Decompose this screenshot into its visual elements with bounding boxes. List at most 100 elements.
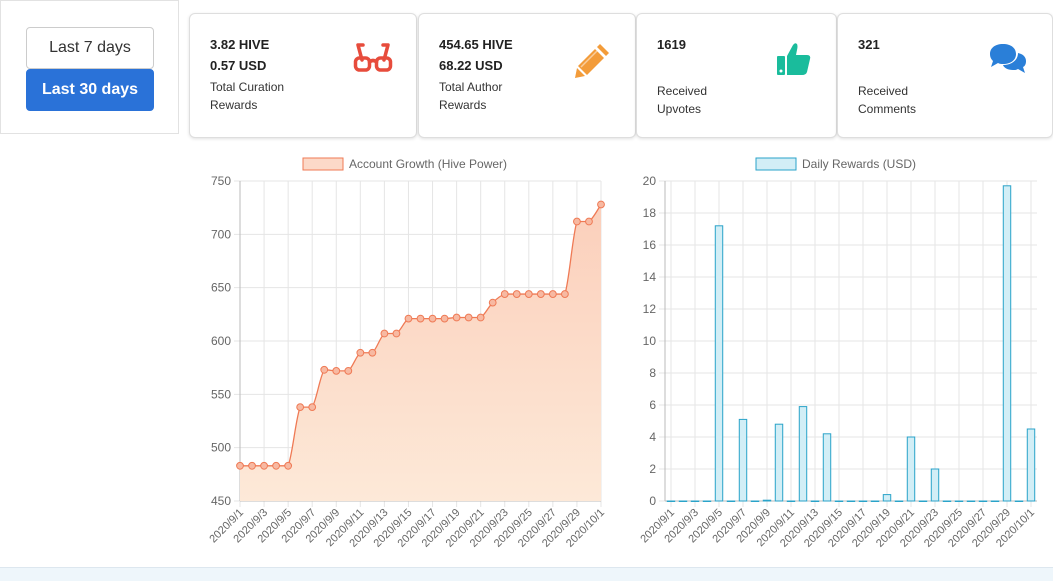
comments-label-line1: Received <box>858 84 909 98</box>
y-tick-label: 16 <box>643 238 657 252</box>
curation-usd-value: 0.57 USD <box>210 58 267 73</box>
y-tick-label: 14 <box>643 270 657 284</box>
y-tick-label: 20 <box>643 174 657 188</box>
thumbs-up-icon <box>776 41 812 82</box>
author-hive-value: 454.65 HIVE <box>439 37 513 52</box>
author-rewards-card: 454.65 HIVE 68.22 USD Total Author Rewar… <box>418 13 636 138</box>
data-point <box>416 314 425 323</box>
data-point <box>597 200 605 209</box>
bar <box>870 500 880 502</box>
data-point <box>428 314 437 323</box>
y-tick-label: 500 <box>211 441 231 455</box>
upvotes-label-line2: Upvotes <box>657 102 702 116</box>
upvotes-value: 1619 <box>657 37 686 52</box>
bar <box>726 500 736 502</box>
period-selector: Last 7 days Last 30 days <box>0 0 179 134</box>
area-fill <box>240 204 601 501</box>
legend-swatch <box>755 157 797 171</box>
bar <box>906 436 916 502</box>
bar <box>690 500 700 502</box>
y-tick-label: 750 <box>211 174 231 188</box>
data-point <box>464 313 473 322</box>
bar <box>966 500 976 502</box>
bar <box>1026 428 1036 502</box>
data-point <box>500 290 509 298</box>
glasses-icon <box>353 42 393 79</box>
curation-label-line1: Total Curation <box>210 80 285 94</box>
y-tick-label: 2 <box>649 462 656 476</box>
data-point <box>561 290 569 298</box>
y-tick-label: 700 <box>211 227 231 241</box>
data-point <box>308 403 317 412</box>
y-tick-label: 18 <box>643 206 657 220</box>
data-point <box>392 329 401 338</box>
bar <box>786 500 796 502</box>
data-point <box>296 403 305 412</box>
data-point <box>260 461 268 470</box>
bar <box>702 500 712 502</box>
data-point <box>573 217 581 226</box>
data-point <box>344 366 353 375</box>
bar <box>978 500 988 502</box>
bar <box>834 500 844 502</box>
bar <box>930 468 940 502</box>
bar <box>942 500 952 502</box>
y-tick-label: 650 <box>211 281 231 295</box>
y-tick-label: 4 <box>649 430 656 444</box>
bar <box>918 500 928 502</box>
data-point <box>488 298 497 307</box>
bar <box>1002 185 1012 502</box>
bar <box>798 406 808 502</box>
bar <box>858 500 868 502</box>
footer-strip <box>0 567 1053 581</box>
data-point <box>380 329 389 338</box>
last-30-days-button[interactable]: Last 30 days <box>26 69 154 111</box>
data-point <box>536 290 545 298</box>
curation-label-line2: Rewards <box>210 98 258 112</box>
comments-icon <box>988 42 1028 81</box>
daily-rewards-chart: Daily Rewards (USD)024681012141618202020… <box>638 157 1037 550</box>
data-point <box>356 348 365 357</box>
curation-hive-value: 3.82 HIVE <box>210 37 270 52</box>
y-tick-label: 0 <box>649 494 656 508</box>
y-tick-label: 450 <box>211 494 231 508</box>
y-tick-label: 550 <box>211 387 231 401</box>
legend-label: Daily Rewards (USD) <box>802 157 916 171</box>
upvotes-label-line1: Received <box>657 84 708 98</box>
data-point <box>272 461 280 470</box>
data-point <box>476 313 485 322</box>
bar <box>810 500 820 502</box>
bar <box>894 500 904 502</box>
data-point <box>452 313 461 322</box>
received-comments-card: 321 Received Comments <box>837 13 1053 138</box>
pencil-icon <box>575 42 611 83</box>
y-tick-label: 10 <box>643 334 657 348</box>
last-7-days-button[interactable]: Last 7 days <box>26 27 154 69</box>
comments-label-line2: Comments <box>858 102 917 116</box>
curation-rewards-card: 3.82 HIVE 0.57 USD Total Curation Reward… <box>189 13 417 138</box>
chart-legend: Account Growth (Hive Power) <box>302 157 507 171</box>
data-point <box>585 217 593 226</box>
bar <box>750 500 760 502</box>
bar <box>990 500 1000 502</box>
comments-value: 321 <box>858 37 880 52</box>
bar <box>714 225 724 502</box>
chart-legend: Daily Rewards (USD) <box>755 157 916 171</box>
bar <box>666 500 676 502</box>
data-point <box>248 461 256 470</box>
data-point <box>512 290 521 298</box>
bar <box>954 500 964 502</box>
data-point <box>440 314 449 323</box>
legend-label: Account Growth (Hive Power) <box>349 157 507 171</box>
y-tick-label: 12 <box>643 302 657 316</box>
data-point <box>548 290 557 298</box>
bar <box>882 494 892 502</box>
received-upvotes-card: 1619 Received Upvotes <box>636 13 837 138</box>
data-point <box>236 461 244 470</box>
y-tick-label: 6 <box>649 398 656 412</box>
bar <box>738 418 748 502</box>
y-tick-label: 600 <box>211 334 231 348</box>
bar <box>774 423 784 502</box>
data-point <box>332 366 341 375</box>
author-label-line2: Rewards <box>439 98 487 112</box>
